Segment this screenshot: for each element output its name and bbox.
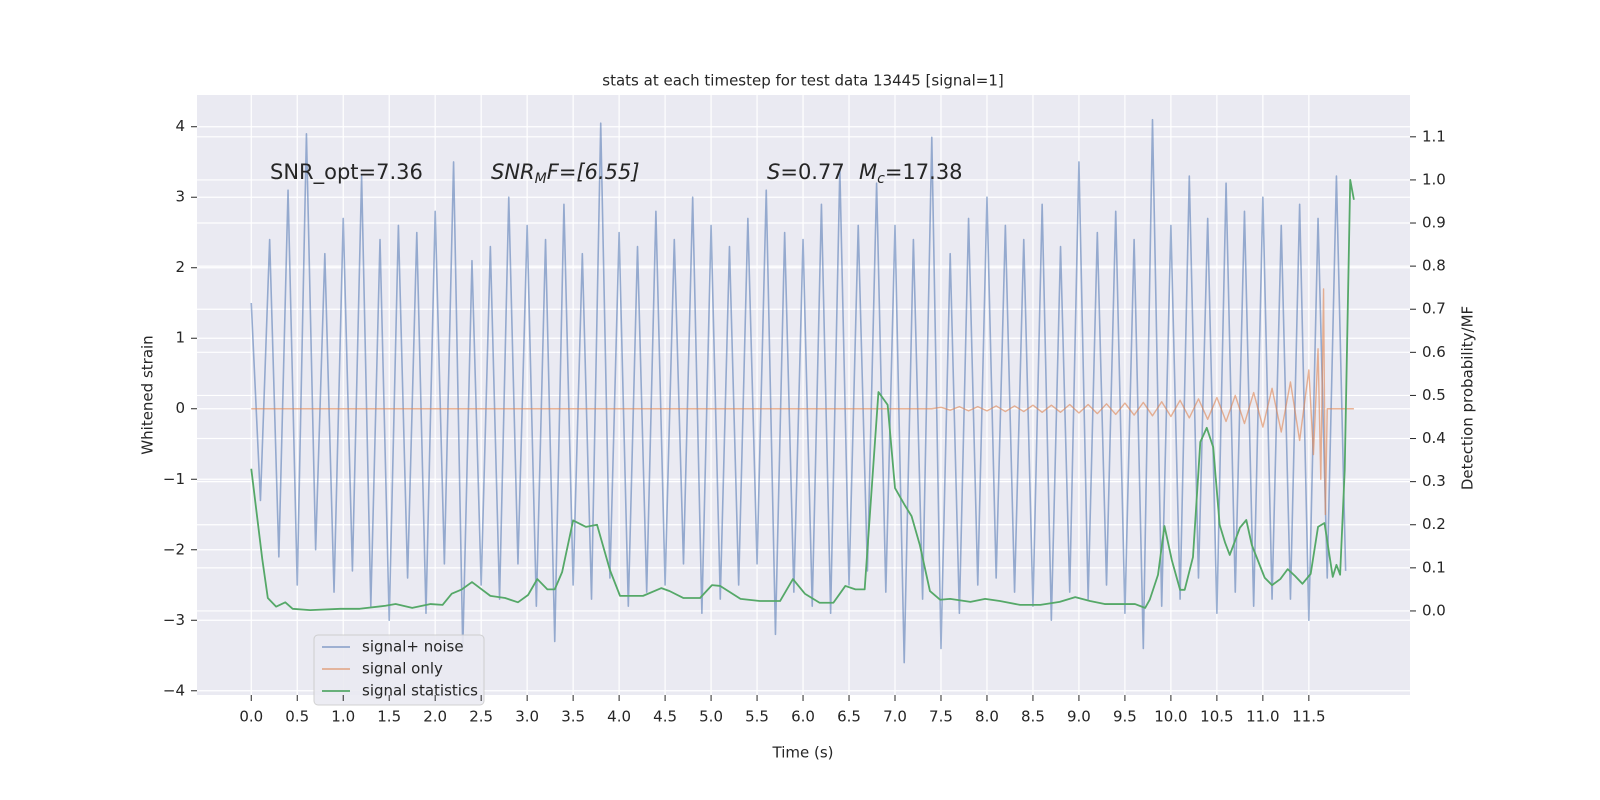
x-tick-label: 10.0 [1154,708,1187,726]
x-tick-label: 0.0 [239,708,263,726]
y2-tick-label: 0.3 [1422,472,1446,490]
series-line [251,288,1354,516]
x-tick-label: 8.0 [975,708,999,726]
y-tick-label: 4 [175,117,185,135]
annotation: SNR_opt=7.36 [270,160,423,185]
x-tick-label: 7.5 [929,708,953,726]
y-axis-label: Whitened strain [139,335,157,454]
y2-tick-label: 0.2 [1422,515,1446,533]
x-tick-label: 6.5 [837,708,861,726]
y-tick-label: 2 [175,258,185,276]
series-line [250,179,1355,611]
y2-tick-label: 0.9 [1422,214,1446,232]
x-tick-label: 8.5 [1021,708,1045,726]
annotation-part: M [859,160,877,184]
annotation: S=0.77 [767,160,845,184]
x-tick-label: 3.0 [515,708,539,726]
legend-label: signal only [362,660,443,678]
y2-tick-label: 0.0 [1422,601,1446,619]
y2-tick-label: 1.0 [1422,170,1446,188]
annotation-part: =0.77 [780,160,844,184]
y-tick-label: −4 [163,681,185,699]
x-tick-label: 1.5 [377,708,401,726]
x-tick-label: 6.0 [791,708,815,726]
annotation: Mc=17.38 [859,160,963,187]
legend-box [313,634,485,706]
annotation-part: SNR_opt=7.36 [270,160,423,185]
y-tick-label: 3 [175,188,185,206]
x-tick-label: 2.0 [423,708,447,726]
marks [250,118,1355,664]
x-tick-label: 4.5 [653,708,677,726]
x-tick-label: 7.0 [883,708,907,726]
x-tick-label: 9.0 [1067,708,1091,726]
y-tick-label: −3 [163,611,185,629]
x-tick-label: 10.5 [1200,708,1233,726]
legend-label: signal statistics [362,682,478,700]
annotation-part: c [877,171,885,187]
y-tick-label: 1 [175,329,185,347]
annotation-part: SNR [491,160,535,184]
chart-title: stats at each timestep for test data 134… [602,72,1003,90]
y-tick-label: 0 [175,399,185,417]
y2-tick-label: 1.1 [1422,127,1446,145]
x-tick-label: 11.5 [1292,708,1325,726]
annotation-part: S [767,160,780,184]
y2-tick-label: 0.6 [1422,343,1446,361]
y2-tick-label: 0.4 [1422,429,1446,447]
legend: signal+ noise signal only signal statistic… [313,634,485,706]
series-line [250,118,1347,664]
annotation: SNRMF=[6.55] [491,160,640,187]
x-tick-label: 1.0 [331,708,355,726]
annotation-part: M [535,171,547,187]
annotation-part: F=[6.55] [547,160,640,184]
y2-axis-label: Detection probability/MF [1459,306,1477,490]
legend-label: signal+ noise [362,638,464,656]
x-tick-label: 9.5 [1113,708,1137,726]
x-tick-label: 3.5 [561,708,585,726]
x-tick-label: 4.0 [607,708,631,726]
annotation-part: =17.38 [885,160,963,184]
x-tick-label: 11.0 [1246,708,1279,726]
y2-tick-label: 0.8 [1422,257,1446,275]
x-tick-label: 2.5 [469,708,493,726]
x-tick-label: 0.5 [285,708,309,726]
x-axis-label: Time (s) [772,744,834,762]
y2-tick-label: 0.7 [1422,300,1446,318]
y2-tick-label: 0.1 [1422,558,1446,576]
x-tick-label: 5.5 [745,708,769,726]
y2-tick-label: 0.5 [1422,386,1446,404]
x-tick-label: 5.0 [699,708,723,726]
y-tick-label: −1 [163,470,185,488]
y-tick-label: −2 [163,540,185,558]
